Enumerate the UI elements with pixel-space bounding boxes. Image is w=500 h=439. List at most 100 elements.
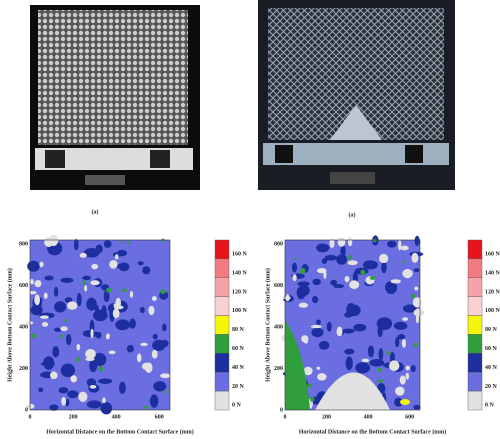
contour-blob: [316, 319, 321, 325]
contour-blob: [103, 290, 110, 303]
contour-blob: [58, 387, 69, 394]
contour-blob: [65, 398, 70, 407]
colorbar-swatch: [214, 296, 230, 316]
contour-blob: [93, 309, 108, 322]
contour-blob: [291, 262, 298, 273]
contour-blob: [347, 260, 358, 266]
y-tick-label: 0: [25, 407, 28, 413]
y-tick-label: 600: [274, 283, 283, 289]
contour-blob: [377, 379, 384, 383]
contour-blob: [54, 301, 67, 313]
x-tick-label: 200: [69, 414, 78, 420]
contour-blob: [148, 305, 155, 316]
contour-blob: [43, 292, 48, 299]
contour-blob: [349, 280, 360, 289]
colorbar-swatch: [214, 372, 230, 392]
x-axis-label: Horizontal Distance on the Bottom Contac…: [299, 428, 446, 435]
contour-blob: [76, 357, 81, 363]
contour-blob: [105, 333, 110, 340]
contour-blob: [79, 252, 87, 258]
x-tick-label: 400: [112, 414, 121, 420]
contour-blob: [152, 333, 158, 340]
contour-blob: [115, 319, 131, 331]
contour-blob: [153, 381, 167, 392]
contour-blob: [401, 338, 406, 348]
contour-blob: [140, 342, 148, 347]
contour-blob: [415, 313, 420, 324]
colorbar-label: 160 N: [485, 252, 500, 258]
colorbar-swatch: [214, 334, 230, 354]
contour-blob: [309, 396, 315, 402]
contour-blob: [402, 317, 409, 321]
contour-blob: [381, 261, 387, 274]
contour-blob: [312, 278, 321, 286]
contour-blob: [89, 385, 97, 389]
y-tick-label: 400: [274, 324, 283, 330]
y-tick-label: 800: [19, 242, 28, 248]
contour-blob: [98, 378, 113, 384]
colorbar-swatch: [214, 390, 230, 411]
colorbar-swatch: [467, 353, 483, 373]
contour-blob: [78, 391, 88, 403]
contour-blob: [61, 396, 67, 406]
contour-blob: [367, 345, 375, 358]
contour-blob: [50, 371, 58, 380]
contour-blob: [82, 275, 92, 281]
colorbar-label: 80 N: [232, 327, 245, 333]
contour-blob: [39, 315, 49, 319]
contour-blob: [102, 397, 106, 404]
contour-blob: [353, 323, 367, 332]
colorbar-swatch: [467, 315, 483, 335]
contour-blob: [369, 359, 385, 367]
colorbar-label: 120 N: [232, 289, 248, 295]
contour-blob: [400, 245, 409, 251]
contour-blob: [330, 279, 338, 286]
colorbar-swatch: [214, 315, 230, 335]
contour-blob: [345, 356, 353, 371]
contour-blob: [336, 326, 343, 337]
colorbar-label: 140 N: [485, 270, 500, 276]
colorbar-swatch: [467, 277, 483, 297]
contour-blob: [293, 257, 297, 260]
contour-blob: [52, 346, 60, 358]
contour-field: [30, 240, 170, 410]
contour-blob: [43, 356, 55, 370]
contour-blob: [84, 284, 88, 292]
contour-blob: [119, 381, 126, 394]
colorbar-swatch: [467, 239, 483, 260]
contour-blob: [121, 288, 127, 292]
plot-frame: [284, 239, 421, 411]
contour-blob: [344, 348, 355, 355]
contour-blob: [402, 304, 417, 313]
contour-blob: [411, 252, 419, 263]
colorbar-swatch: [214, 277, 230, 297]
colorbar-label: 120 N: [485, 289, 500, 295]
contour-blob: [385, 280, 398, 295]
contour-blob: [389, 360, 400, 372]
contour-blob: [399, 375, 406, 385]
contour-blob: [76, 343, 81, 351]
caption: (a): [92, 208, 99, 215]
contour-blob: [378, 348, 384, 361]
y-tick-label: 400: [19, 324, 28, 330]
contour-blob: [67, 301, 78, 310]
contour-blob: [70, 375, 78, 383]
colorbar-label: 100 N: [232, 308, 248, 314]
colorbar-label: 140 N: [232, 270, 248, 276]
contour-blob: [112, 308, 120, 319]
contour-blob: [34, 280, 42, 288]
colorbar-label: 0 N: [232, 403, 242, 409]
contour-blob: [31, 333, 37, 339]
contour-blob: [369, 276, 376, 280]
contour-blob: [410, 364, 416, 373]
y-axis-label: Height Above Bottom Contact Surface (mm): [6, 268, 13, 382]
contour-blob: [310, 325, 322, 329]
contour-blob: [337, 237, 346, 247]
contour-blob: [318, 340, 330, 350]
caption: (a): [349, 211, 356, 218]
contour-blob: [405, 372, 410, 380]
contour-blob: [109, 260, 118, 269]
y-tick-label: 0: [280, 407, 283, 413]
contour-blob: [82, 279, 86, 286]
